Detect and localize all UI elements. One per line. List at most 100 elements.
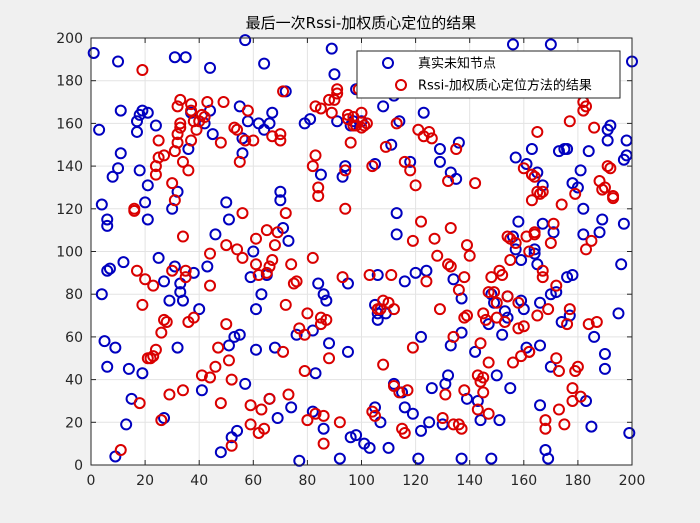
real-node-point (101, 219, 114, 232)
axis-ticks: 0 20 40 60 80 100 120 140 160 180 200 0 20 40 60 80 100 1… (56, 31, 645, 489)
estimated-node-point (439, 388, 452, 401)
real-node-point (317, 422, 330, 435)
estimated-node-point (477, 371, 490, 384)
real-node-point (136, 104, 149, 117)
estimated-node-point (195, 108, 208, 121)
real-node-point (109, 341, 122, 354)
real-node-point (544, 288, 557, 301)
y-tick-label: 40 (65, 373, 83, 389)
estimated-node-point (260, 266, 273, 279)
estimated-node-point (569, 187, 582, 200)
real-node-point (385, 138, 398, 151)
real-node-point (244, 271, 257, 284)
real-node-point (447, 273, 460, 286)
estimated-node-point (247, 134, 260, 147)
real-node-point (206, 128, 219, 141)
real-node-point (209, 228, 222, 241)
real-node-point (179, 51, 192, 64)
estimated-node-point (166, 264, 179, 277)
real-node-point (133, 164, 146, 177)
real-node-point (377, 100, 390, 113)
estimated-node-point (130, 264, 143, 277)
real-node-point (561, 143, 574, 156)
estimated-node-point (212, 341, 225, 354)
estimated-node-point (217, 96, 230, 109)
real-node-point (612, 307, 625, 320)
estimated-node-point (312, 181, 325, 194)
real-node-point (617, 217, 630, 230)
real-node-point (547, 226, 560, 239)
estimated-node-point (244, 399, 257, 412)
estimated-node-point (174, 121, 187, 134)
real-node-point (112, 162, 125, 175)
estimated-node-point (574, 390, 587, 403)
estimated-node-point (339, 164, 352, 177)
estimated-node-point (231, 123, 244, 136)
estimated-node-point (201, 96, 214, 109)
real-node-point (95, 198, 108, 211)
estimated-node-point (539, 414, 552, 427)
real-node-point (141, 179, 154, 192)
estimated-node-point (385, 268, 398, 281)
estimated-node-point (377, 358, 390, 371)
estimated-node-point (590, 315, 603, 328)
estimated-node-point (344, 136, 357, 149)
estimated-node-point (552, 403, 565, 416)
estimated-node-point (139, 273, 152, 286)
estimated-node-point (168, 194, 181, 207)
real-node-point (390, 228, 403, 241)
estimated-node-point (147, 350, 160, 363)
estimated-node-point (225, 373, 238, 386)
estimated-node-point (233, 155, 246, 168)
estimated-node-point (274, 134, 287, 147)
estimated-node-point (301, 414, 314, 427)
x-tick-label: 60 (244, 473, 262, 489)
real-node-point (512, 215, 525, 228)
estimated-node-point (477, 307, 490, 320)
estimated-node-point (323, 93, 336, 106)
legend: 真实未知节点 Rssi-加权质心定位方法的结果 (356, 50, 621, 99)
estimated-node-point (222, 354, 235, 367)
estimated-node-point (460, 309, 473, 322)
real-node-point (201, 260, 214, 273)
estimated-node-point (390, 117, 403, 130)
real-node-point (158, 275, 171, 288)
real-node-point (433, 155, 446, 168)
estimated-node-point (328, 93, 341, 106)
estimated-node-point (147, 279, 160, 292)
y-tick-label: 120 (56, 202, 83, 218)
estimated-node-point (479, 313, 492, 326)
estimated-node-point (317, 437, 330, 450)
real-node-point (163, 294, 176, 307)
estimated-node-point (580, 243, 593, 256)
estimated-node-point (423, 125, 436, 138)
real-node-point (285, 401, 298, 414)
real-node-point (469, 345, 482, 358)
x-tick-label: 180 (565, 473, 592, 489)
estimated-node-point (369, 409, 382, 422)
estimated-node-point (604, 162, 617, 175)
estimated-node-point (225, 439, 238, 452)
estimated-node-point (314, 311, 327, 324)
x-tick-label: 100 (348, 473, 375, 489)
estimated-node-point (312, 189, 325, 202)
estimated-node-point (488, 286, 501, 299)
real-node-point (588, 330, 601, 343)
y-tick-label: 200 (56, 31, 83, 47)
estimated-node-point (420, 275, 433, 288)
estimated-node-point (198, 110, 211, 123)
real-node-point (222, 213, 235, 226)
estimated-node-point (555, 198, 568, 211)
estimated-node-point (552, 365, 565, 378)
estimated-node-point (236, 251, 249, 264)
real-node-point (398, 275, 411, 288)
estimated-node-point (152, 134, 165, 147)
real-node-point (423, 416, 436, 429)
estimated-node-point (482, 407, 495, 420)
estimated-node-point (425, 132, 438, 145)
real-node-point (247, 245, 260, 258)
estimated-node-point (149, 168, 162, 181)
estimated-node-point (442, 175, 455, 188)
